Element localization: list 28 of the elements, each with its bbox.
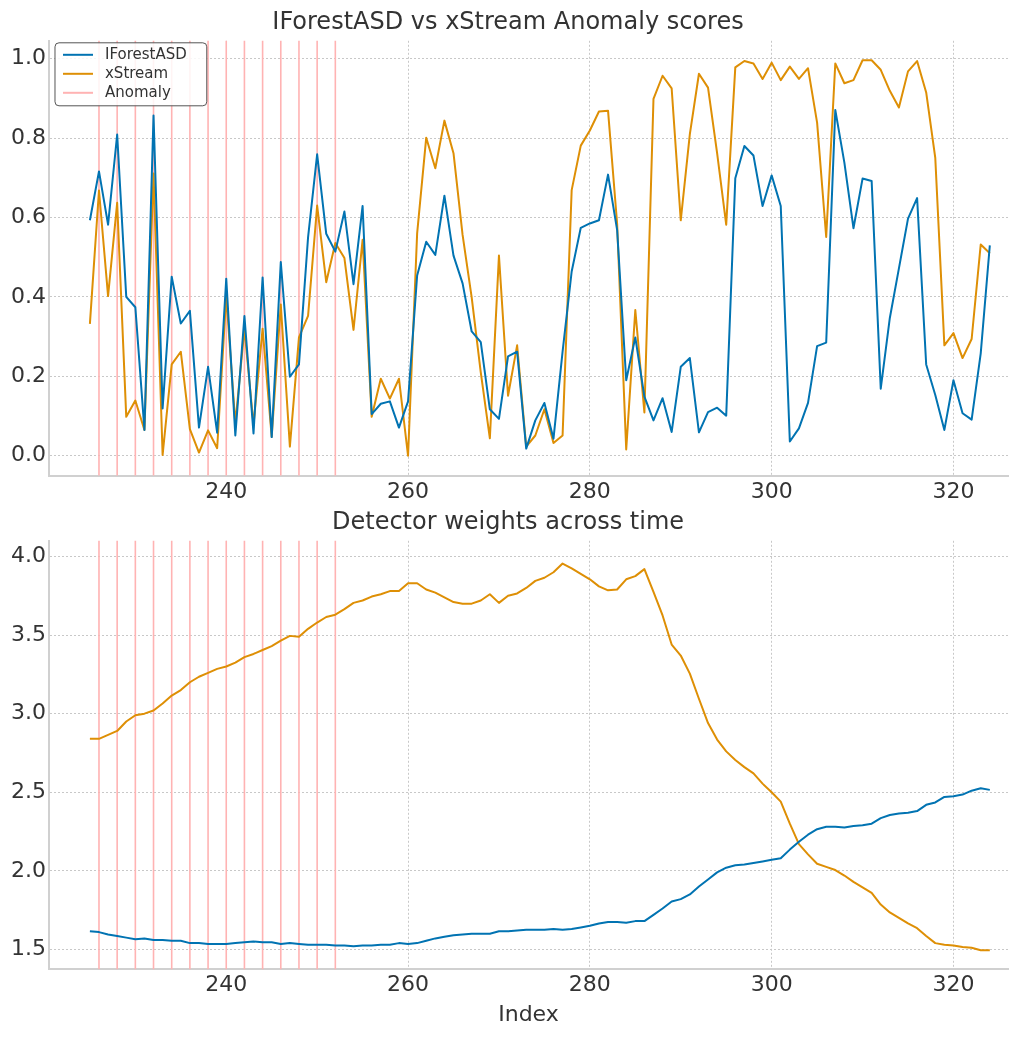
y-tick-label: 4.0 [10, 542, 46, 568]
y-tick-label: 1.0 [10, 44, 46, 70]
y-tick-label: 2.5 [10, 777, 46, 803]
x-tick-label: 240 [205, 971, 248, 997]
x-tick-label: 300 [750, 477, 793, 503]
y-tick-label: 3.0 [10, 699, 46, 725]
y-tick-label: 0.8 [10, 123, 46, 149]
x-tick-label: 320 [932, 477, 975, 503]
chart-title: IForestASD vs xStream Anomaly scores [272, 6, 744, 35]
y-tick-label: 0.4 [10, 282, 46, 308]
legend-label: xStream [104, 63, 169, 82]
ref-line-label: Anomaly [104, 82, 171, 101]
legend-label: IForestASD [104, 44, 187, 63]
x-tick-label: 320 [932, 971, 975, 997]
x-tick-label: 260 [387, 477, 430, 503]
y-tick-label: 0.0 [10, 441, 46, 467]
x-tick-label: 300 [750, 971, 793, 997]
y-tick-label: 0.6 [10, 203, 46, 229]
x-tick-label: 240 [205, 477, 248, 503]
y-tick-label: 0.2 [10, 362, 46, 388]
chart-title: Detector weights across time [331, 506, 685, 535]
x-tick-label: 280 [568, 477, 611, 503]
x-tick-label: 280 [568, 971, 611, 997]
y-tick-label: 1.5 [10, 935, 46, 961]
y-tick-label: 2.0 [10, 856, 46, 882]
x-axis-title: Index [498, 1000, 559, 1026]
x-tick-label: 260 [387, 971, 430, 997]
y-tick-label: 3.5 [10, 620, 46, 646]
